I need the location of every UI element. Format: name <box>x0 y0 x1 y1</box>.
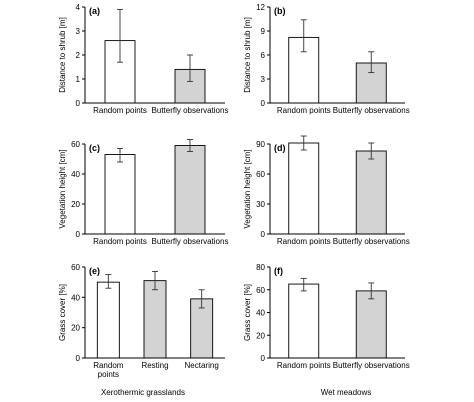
bar-67.5-d-0 <box>288 142 320 235</box>
x-tick-label-e-0: Random points <box>93 361 124 379</box>
x-tick-label-d-1: Butterfly observations <box>333 237 410 246</box>
y-tick-label-a-0: 0 <box>76 99 81 108</box>
x-tick-label-e-1: Resting <box>141 361 168 370</box>
x-tick-label-a-0: Random points <box>93 106 147 115</box>
y-tick-label-f-60: 60 <box>256 286 265 295</box>
y-tick-label-d-0: 0 <box>261 230 266 239</box>
group-label-xerothermic: Xerothermic grasslands <box>101 388 185 397</box>
x-tick-line-b-0-0: Random points <box>277 106 331 115</box>
y-tick-label-b-12: 12 <box>256 3 265 12</box>
y-axis-title-f: Grass cover [%] <box>243 284 252 341</box>
y-tick-label-e-40: 40 <box>71 293 80 302</box>
bar-67.5-d-1 <box>355 150 387 235</box>
chart-panel-b: 0 3 6 9 12 Random points Butterfly observation… <box>243 3 410 115</box>
x-tick-line-d-1-0: Butterfly observations <box>333 237 410 246</box>
chart-panel-d: 0 30 60 90 Random points Butterfly observatio… <box>243 135 410 246</box>
panel-label-e: (e) <box>89 266 100 276</box>
y-tick-label-c-0: 0 <box>76 230 81 239</box>
y-tick-label-f-0: 0 <box>261 354 266 363</box>
chart-panel-c: 0 20 40 60 Random points Butterfly observatio… <box>58 139 229 246</box>
y-tick-label-b-0: 0 <box>261 99 266 108</box>
x-tick-line-e-2-0: Nectaring <box>185 361 219 370</box>
x-tick-label-e-2: Nectaring <box>185 361 219 370</box>
x-tick-line-e-0-1: points <box>98 370 119 379</box>
bar-70-c-0 <box>104 154 136 235</box>
chart-panel-f: 0 20 40 60 80 Random points Butterfly observat… <box>243 263 410 370</box>
y-tick-label-c-40: 40 <box>71 170 80 179</box>
x-tick-line-e-0-0: Random <box>93 361 124 370</box>
group-label-wet-meadows: Wet meadows <box>321 388 372 397</box>
y-tick-label-a-4: 4 <box>76 3 81 12</box>
panel-label-d: (d) <box>274 143 286 153</box>
x-tick-line-f-1-0: Butterfly observations <box>333 361 410 370</box>
panel-label-f: (f) <box>274 266 283 276</box>
x-tick-label-c-0: Random points <box>93 237 147 246</box>
bar-46.666666666666664-e-1 <box>143 280 167 359</box>
x-tick-label-d-0: Random points <box>277 237 331 246</box>
y-tick-label-e-0: 0 <box>76 354 81 363</box>
y-tick-label-c-60: 60 <box>71 140 80 149</box>
y-axis-title-b: Distance to shrub [m] <box>243 17 252 93</box>
y-axis-title-d: Vegetation height [cm] <box>243 149 252 228</box>
y-axis-title-a: Distance to shrub [m] <box>58 17 67 93</box>
y-tick-label-d-90: 90 <box>256 140 265 149</box>
y-tick-label-f-40: 40 <box>256 309 265 318</box>
chart-panel-a: 0 1 2 3 4 Random points Butterfly observations… <box>58 3 228 115</box>
y-tick-label-e-20: 20 <box>71 324 80 333</box>
y-tick-label-a-3: 3 <box>76 27 81 36</box>
bar-67.5-f-0 <box>288 283 320 359</box>
x-tick-label-f-0: Random points <box>277 361 331 370</box>
y-tick-label-c-20: 20 <box>71 200 80 209</box>
panel-label-a: (a) <box>89 6 100 16</box>
y-tick-label-f-80: 80 <box>256 263 265 272</box>
chart-panel-e: 0 20 40 60 Random points Resting Nectaring Grass… <box>58 263 225 379</box>
x-tick-line-c-0-0: Random points <box>93 237 147 246</box>
x-tick-label-f-1: Butterfly observations <box>333 361 410 370</box>
x-tick-line-c-1-0: Butterfly observations <box>152 237 229 246</box>
x-tick-line-b-1-0: Butterfly observations <box>333 106 410 115</box>
y-tick-label-a-2: 2 <box>76 51 81 60</box>
panel-label-b: (b) <box>274 6 286 16</box>
x-tick-line-d-0-0: Random points <box>277 237 331 246</box>
x-tick-line-a-0-0: Random points <box>93 106 147 115</box>
y-tick-label-f-20: 20 <box>256 331 265 340</box>
panel-label-c: (c) <box>89 143 100 153</box>
y-tick-label-b-3: 3 <box>261 75 266 84</box>
y-tick-label-e-60: 60 <box>71 263 80 272</box>
x-tick-label-c-1: Butterfly observations <box>152 237 229 246</box>
x-tick-line-f-0-0: Random points <box>277 361 331 370</box>
x-tick-line-a-1-0: Butterfly observations <box>152 106 229 115</box>
y-tick-label-b-6: 6 <box>261 51 266 60</box>
x-tick-label-b-1: Butterfly observations <box>333 106 410 115</box>
y-axis-title-e: Grass cover [%] <box>58 284 67 341</box>
y-tick-label-b-9: 9 <box>261 27 266 36</box>
y-tick-label-d-30: 30 <box>256 200 265 209</box>
y-tick-label-a-1: 1 <box>76 75 81 84</box>
bar-46.666666666666664-e-0 <box>96 281 120 359</box>
bar-70-c-1 <box>174 145 206 235</box>
bar-67.5-f-1 <box>355 290 387 359</box>
y-axis-title-c: Vegetation height [cm] <box>58 149 67 228</box>
x-tick-label-b-0: Random points <box>277 106 331 115</box>
x-tick-line-e-1-0: Resting <box>141 361 168 370</box>
y-tick-label-d-60: 60 <box>256 170 265 179</box>
x-tick-label-a-1: Butterfly observations <box>152 106 229 115</box>
